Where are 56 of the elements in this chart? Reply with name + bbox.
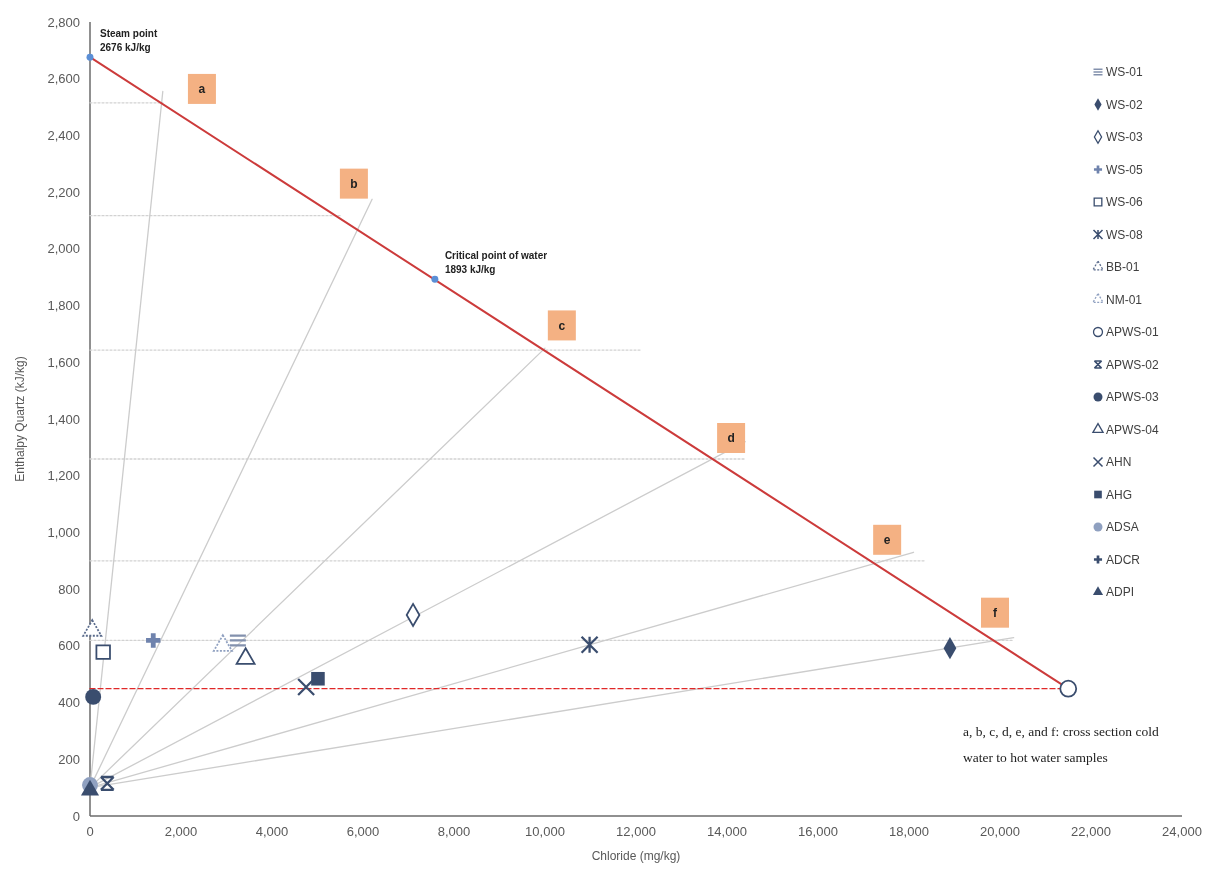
legend-label: APWS-01: [1106, 325, 1160, 340]
annotation: e: [883, 533, 891, 547]
x-tick-label: 22,000: [1071, 824, 1111, 839]
annotation: a, b, c, d, e, and f: cross section cold water to hot water samples: [963, 724, 1159, 765]
annotation: Critical point of water 1893 kJ/kg: [444, 250, 548, 276]
legend-label: NM-01: [1106, 292, 1143, 307]
y-tick-label: 800: [58, 581, 80, 597]
x-tick-label: 6,000: [346, 824, 380, 839]
annotation: c: [558, 318, 566, 333]
y-axis-title: Enthalpy Quartz (kJ/kg): [13, 356, 27, 482]
legend-label: WS-03: [1106, 130, 1143, 145]
y-tick-label: 2,800: [47, 14, 80, 30]
y-tick-label: 2,200: [47, 184, 80, 200]
x-tick-label: 12,000: [616, 824, 656, 839]
y-tick-label: 1,000: [47, 524, 80, 540]
y-tick-label: 2,600: [47, 71, 80, 87]
y-tick-label: 2,400: [47, 127, 80, 143]
x-tick-label: 14,000: [707, 824, 747, 839]
legend-label: WS-08: [1106, 227, 1143, 242]
y-tick-label: 200: [58, 751, 80, 767]
annotation: d: [727, 431, 735, 446]
legend-label: WS-01: [1106, 65, 1143, 80]
legend-label: APWS-02: [1106, 357, 1160, 372]
legend-label: AHG: [1106, 487, 1133, 502]
y-tick-label: 1,200: [47, 468, 80, 484]
x-axis-title: Chloride (mg/kg): [591, 849, 681, 863]
legend-label: APWS-03: [1106, 390, 1160, 405]
y-tick-label: 2,000: [47, 241, 80, 257]
x-tick-label: 18,000: [889, 824, 929, 839]
legend-label: APWS-04: [1106, 422, 1160, 437]
x-tick-label: 4,000: [255, 824, 289, 839]
x-tick-label: 10,000: [525, 824, 565, 839]
legend-label: WS-06: [1106, 195, 1143, 210]
legend-label: WS-02: [1106, 97, 1143, 112]
y-tick-label: 1,800: [47, 298, 80, 314]
annotation: a: [198, 82, 206, 97]
legend-label: AHN: [1106, 455, 1132, 470]
x-tick-label: 16,000: [798, 824, 838, 839]
annotation: b: [350, 176, 358, 191]
legend-label: ADSA: [1106, 520, 1139, 535]
annotation: Steam point 2676 kJ/kg: [100, 28, 158, 54]
y-tick-label: 0: [72, 808, 80, 824]
y-tick-label: 400: [58, 695, 80, 711]
legend-label: WS-05: [1106, 162, 1143, 177]
x-tick-label: 2,000: [164, 824, 198, 839]
y-tick-label: 1,400: [47, 411, 80, 427]
y-tick-label: 1,600: [47, 354, 80, 370]
legend-label: ADCR: [1106, 552, 1141, 567]
x-tick-label: 8,000: [437, 824, 471, 839]
x-tick-label: 24,000: [1162, 824, 1202, 839]
legend-label: BB-01: [1106, 260, 1140, 275]
x-tick-label: 0: [86, 824, 94, 839]
x-tick-label: 20,000: [980, 824, 1020, 839]
legend-label: ADPI: [1106, 585, 1135, 600]
y-tick-label: 600: [58, 638, 80, 654]
annotation: f: [992, 605, 998, 620]
